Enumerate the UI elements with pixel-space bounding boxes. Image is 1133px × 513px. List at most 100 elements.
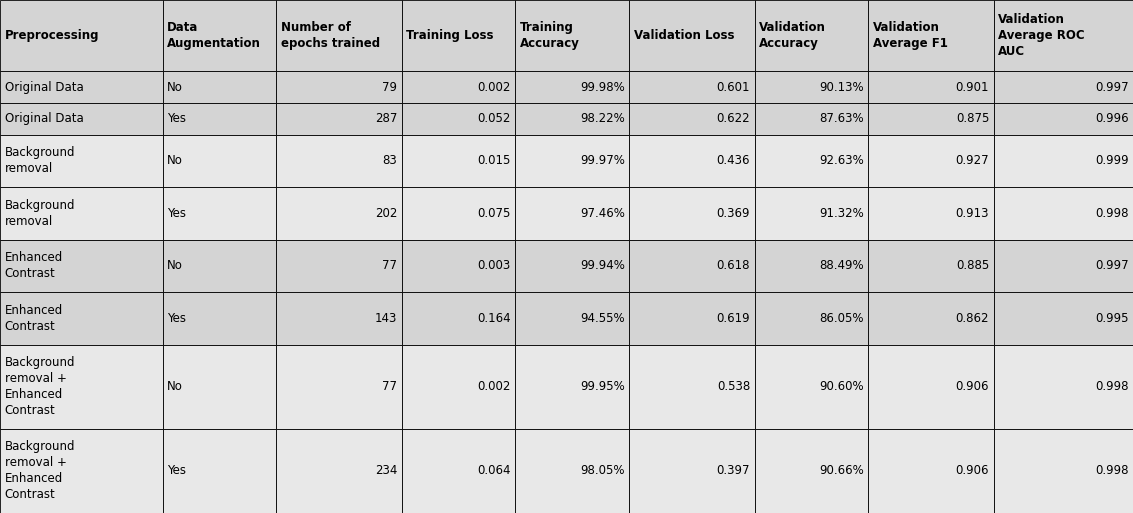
Text: 83: 83 [382,154,398,167]
Text: Validation
Average F1: Validation Average F1 [872,21,947,50]
Bar [516,240,629,292]
Bar [755,134,868,187]
Bar [0,134,162,187]
Bar [402,345,516,429]
Bar [162,134,276,187]
Text: Preprocessing: Preprocessing [5,29,99,42]
Bar [276,292,402,345]
Text: 0.885: 0.885 [956,260,989,272]
Bar [868,345,994,429]
Bar [755,429,868,513]
Text: Background
removal: Background removal [5,146,75,175]
Bar [0,240,162,292]
Bar [868,71,994,103]
Text: Yes: Yes [167,312,186,325]
Bar [994,0,1133,71]
Text: Enhanced
Contrast: Enhanced Contrast [5,304,62,333]
Bar [276,240,402,292]
Bar [994,134,1133,187]
Text: 99.95%: 99.95% [580,380,624,393]
Text: 0.064: 0.064 [477,464,511,478]
Text: 0.998: 0.998 [1094,207,1128,220]
Text: Data
Augmentation: Data Augmentation [167,21,261,50]
Bar [162,103,276,134]
Bar [629,187,755,240]
Bar [162,240,276,292]
Text: 143: 143 [375,312,398,325]
Bar [0,345,162,429]
Bar [276,134,402,187]
Text: 0.997: 0.997 [1094,260,1128,272]
Text: 0.601: 0.601 [716,81,750,94]
Bar [994,240,1133,292]
Bar [994,429,1133,513]
Bar [629,345,755,429]
Bar [516,0,629,71]
Bar [868,429,994,513]
Text: 0.369: 0.369 [716,207,750,220]
Bar [276,429,402,513]
Bar [402,71,516,103]
Bar [276,0,402,71]
Bar [629,71,755,103]
Bar [629,0,755,71]
Bar [868,240,994,292]
Text: No: No [167,81,182,94]
Text: 99.97%: 99.97% [580,154,624,167]
Bar [629,240,755,292]
Bar [276,187,402,240]
Bar [0,292,162,345]
Text: 88.49%: 88.49% [819,260,863,272]
Text: 94.55%: 94.55% [580,312,624,325]
Text: Number of
epochs trained: Number of epochs trained [281,21,380,50]
Text: 99.94%: 99.94% [580,260,624,272]
Bar [516,429,629,513]
Text: 0.622: 0.622 [716,112,750,125]
Text: 0.397: 0.397 [716,464,750,478]
Text: 234: 234 [375,464,398,478]
Text: 0.015: 0.015 [477,154,511,167]
Bar [994,345,1133,429]
Bar [162,292,276,345]
Text: 0.862: 0.862 [955,312,989,325]
Bar [162,0,276,71]
Text: Validation Loss: Validation Loss [633,29,734,42]
Bar [402,292,516,345]
Text: 0.003: 0.003 [478,260,511,272]
Bar [402,0,516,71]
Text: 97.46%: 97.46% [580,207,624,220]
Text: 0.996: 0.996 [1094,112,1128,125]
Bar [755,71,868,103]
Text: 0.999: 0.999 [1094,154,1128,167]
Bar [516,292,629,345]
Text: Validation
Accuracy: Validation Accuracy [759,21,826,50]
Text: 79: 79 [382,81,398,94]
Bar [402,240,516,292]
Bar [755,345,868,429]
Bar [516,71,629,103]
Text: No: No [167,260,182,272]
Text: 0.997: 0.997 [1094,81,1128,94]
Text: 0.901: 0.901 [955,81,989,94]
Text: 86.05%: 86.05% [819,312,863,325]
Text: No: No [167,154,182,167]
Bar [0,0,162,71]
Bar [516,345,629,429]
Bar [162,71,276,103]
Text: 0.618: 0.618 [716,260,750,272]
Bar [162,345,276,429]
Text: 0.995: 0.995 [1094,312,1128,325]
Text: Yes: Yes [167,207,186,220]
Text: Original Data: Original Data [5,81,84,94]
Bar [516,103,629,134]
Text: Background
removal +
Enhanced
Contrast: Background removal + Enhanced Contrast [5,357,75,418]
Text: 0.075: 0.075 [477,207,511,220]
Text: 0.913: 0.913 [955,207,989,220]
Bar [0,429,162,513]
Bar [0,71,162,103]
Bar [402,187,516,240]
Text: Enhanced
Contrast: Enhanced Contrast [5,251,62,281]
Text: 0.002: 0.002 [477,380,511,393]
Text: 0.619: 0.619 [716,312,750,325]
Text: 98.05%: 98.05% [580,464,624,478]
